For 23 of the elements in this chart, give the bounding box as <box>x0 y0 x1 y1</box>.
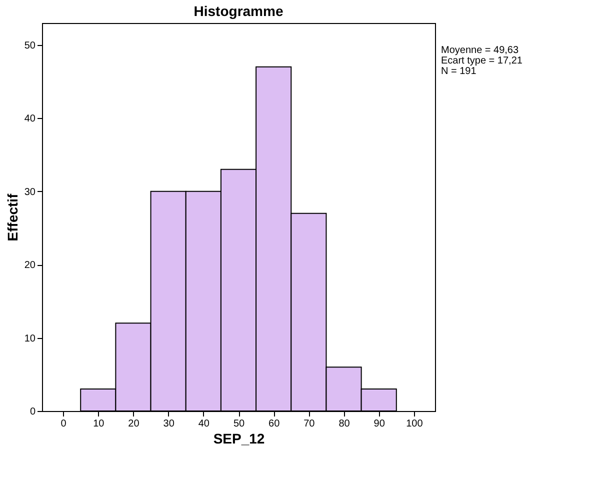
y-tick-label: 50 <box>24 40 36 52</box>
x-tick-label: 50 <box>233 418 245 430</box>
y-tick-label: 20 <box>24 260 36 272</box>
x-tick-label: 70 <box>304 418 316 430</box>
text: Moyenne = 49,63 <box>441 45 519 56</box>
x-tick-label: 0 <box>60 418 67 430</box>
y-tick-label: 10 <box>24 333 36 344</box>
text: Ecart type = 17,21 <box>441 56 523 66</box>
x-tick-label: 10 <box>93 418 105 430</box>
x-tick-label: 90 <box>374 418 386 430</box>
x-tick-label: 100 <box>406 418 424 430</box>
y-tick-label: 40 <box>24 114 36 125</box>
chart-title: Histogramme <box>194 3 284 19</box>
x-tick-label: 60 <box>268 418 280 430</box>
x-tick-label: 30 <box>163 418 175 430</box>
text: N = 191 <box>441 66 477 77</box>
x-tick-label: 40 <box>198 418 210 430</box>
x-tick-label: 20 <box>128 418 140 430</box>
y-axis-title: Effectif <box>4 193 20 242</box>
y-tick-label: 0 <box>30 406 36 418</box>
x-tick-label: 80 <box>338 418 350 430</box>
x-axis-title: SEP_12 <box>213 430 265 446</box>
y-tick-label: 30 <box>24 186 36 198</box>
